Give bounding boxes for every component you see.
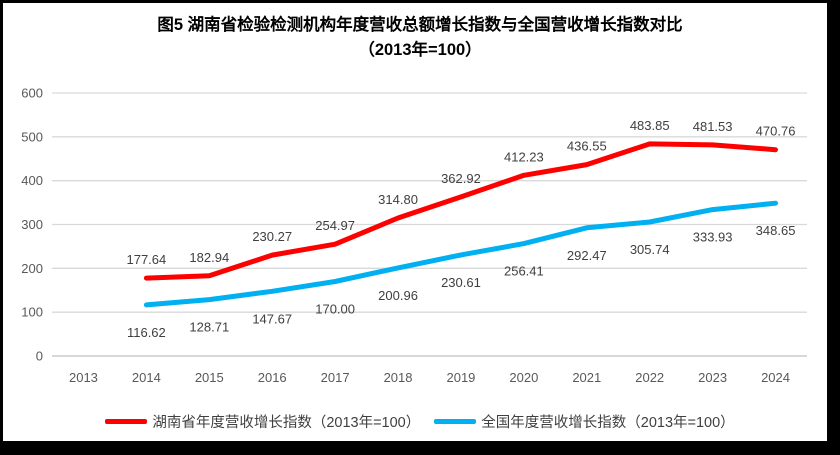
data-label: 412.23: [504, 149, 544, 164]
data-label: 230.61: [441, 275, 481, 290]
data-label: 333.93: [693, 230, 733, 245]
legend-item-national: 全国年度营收增长指数（2013年=100）: [434, 411, 735, 432]
x-axis-tick-label: 2022: [635, 370, 664, 385]
x-axis-tick-label: 2020: [509, 370, 538, 385]
data-label: 436.55: [567, 139, 607, 154]
x-axis-tick-label: 2021: [572, 370, 601, 385]
y-axis-tick-label: 500: [21, 129, 43, 144]
data-label: 147.67: [252, 311, 292, 326]
data-label: 362.92: [441, 171, 481, 186]
legend-label-national: 全国年度营收增长指数（2013年=100）: [481, 415, 735, 431]
data-label: 256.41: [504, 264, 544, 279]
x-axis-tick-label: 2024: [761, 370, 790, 385]
data-label: 116.62: [127, 325, 166, 340]
data-label: 348.65: [756, 223, 796, 238]
data-label: 254.97: [315, 218, 355, 233]
national-line-swatch-icon: [434, 419, 477, 424]
data-label: 177.64: [126, 252, 166, 267]
series-line-1: [143, 200, 778, 308]
x-axis-tick-label: 2014: [132, 370, 161, 385]
x-axis-tick-label: 2015: [195, 370, 224, 385]
x-axis-tick-label: 2017: [321, 370, 350, 385]
y-axis-tick-label: 300: [21, 217, 43, 232]
x-axis-tick-label: 2018: [384, 370, 413, 385]
x-axis-tick-label: 2023: [698, 370, 727, 385]
data-label: 483.85: [630, 118, 670, 133]
legend-label-hunan: 湖南省年度营收增长指数（2013年=100）: [152, 415, 421, 431]
data-label: 292.47: [567, 248, 607, 263]
series-line-0: [143, 141, 778, 281]
data-label: 170.00: [315, 301, 355, 316]
y-axis-tick-label: 0: [36, 349, 43, 364]
data-label: 182.94: [189, 250, 229, 265]
legend: 湖南省年度营收增长指数（2013年=100） 全国年度营收增长指数（2013年=…: [0, 411, 840, 432]
y-axis-tick-label: 200: [21, 261, 43, 276]
data-label: 481.53: [693, 119, 733, 134]
legend-item-hunan: 湖南省年度营收增长指数（2013年=100）: [105, 411, 420, 432]
data-label: 200.96: [378, 288, 418, 303]
data-label: 314.80: [378, 192, 418, 207]
x-axis-tick-label: 2016: [258, 370, 287, 385]
y-axis-tick-label: 600: [21, 86, 43, 101]
chart-title-line1: 图5 湖南省检验检测机构年度营收总额增长指数与全国营收增长指数对比: [157, 16, 683, 34]
x-axis-tick-label: 2013: [69, 370, 98, 385]
chart-title-line2: （2013年=100）: [358, 41, 482, 59]
chart-title: 图5 湖南省检验检测机构年度营收总额增长指数与全国营收增长指数对比 （2013年…: [40, 13, 800, 63]
data-label: 230.27: [252, 229, 292, 244]
data-label: 128.71: [189, 320, 229, 335]
y-axis-tick-label: 100: [21, 305, 43, 320]
data-label: 305.74: [630, 242, 670, 257]
data-label: 470.76: [756, 124, 796, 139]
hunan-line-swatch-icon: [105, 419, 148, 424]
y-axis-tick-label: 400: [21, 173, 43, 188]
x-axis-tick-label: 2019: [446, 370, 475, 385]
